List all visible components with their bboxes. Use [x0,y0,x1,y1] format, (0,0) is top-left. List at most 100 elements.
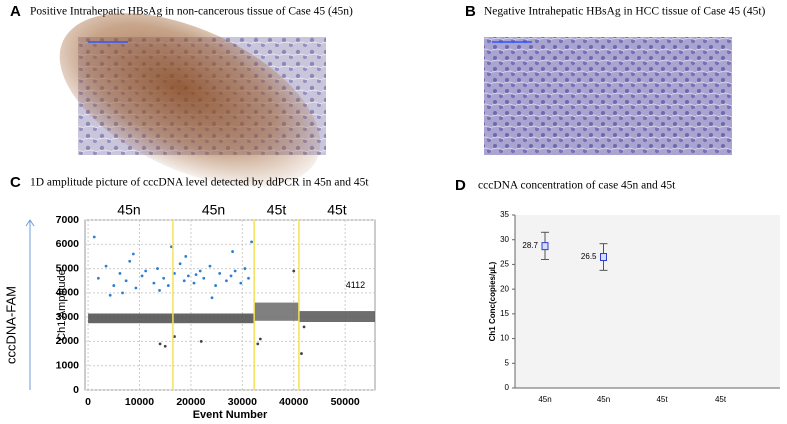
panel-label: D [455,177,466,194]
droplet [121,291,124,295]
droplet [292,269,296,273]
panel-title: Negative Intrahepatic HBsAg in HCC tissu… [484,6,766,18]
panel-title: Positive Intrahepatic HBsAg in non-cance… [30,6,353,18]
droplet [152,281,156,285]
y-tick-label: 35 [500,210,509,219]
droplet [108,293,112,297]
y-tick-label: 15 [500,309,509,318]
droplet [192,281,196,285]
droplet [198,269,202,273]
droplet [128,259,132,263]
droplet [247,276,250,280]
y-axis-label: Ch1 Amplitude [56,269,68,341]
droplet [231,250,234,253]
y-tick-label: 0 [505,383,510,392]
droplet [202,276,206,280]
droplet [144,269,148,273]
droplet [182,279,186,283]
droplet [258,337,262,341]
droplet-band [298,311,375,322]
x-tick-label: 0 [85,396,91,408]
panel-title: cccDNA concentration of case 45n and 45t [478,180,676,192]
x-tick-label: 20000 [176,396,205,408]
x-axis-label: Event Number [193,409,268,421]
y-tick-label: 25 [500,260,509,269]
value-label: 28.7 [522,241,538,250]
x-tick-label: 50000 [331,396,360,408]
droplet [239,281,243,285]
droplet [194,273,198,277]
droplet [169,245,173,249]
droplet [158,342,162,346]
stain [59,13,321,187]
droplet-band [88,313,255,324]
x-tick-label: 40000 [279,396,308,408]
droplet [186,274,190,278]
value-marker [600,253,607,262]
droplet [140,274,144,278]
y-tick-label: 10 [500,334,509,343]
droplet [163,344,167,348]
droplet [92,235,96,239]
plot-area [84,219,376,391]
panel-label: B [465,3,476,20]
droplet [233,269,237,273]
well-label: 45n [117,202,140,218]
y-tick-label: 20 [500,284,509,293]
well-label: 45n [202,202,225,218]
micrograph [484,37,732,155]
y-tick-label: 3000 [56,311,80,323]
droplet [208,264,212,268]
x-tick-label: 30000 [228,396,257,408]
droplet [124,279,128,283]
droplet [166,284,170,287]
droplet [96,276,100,280]
y-axis-label: Ch1 Conc(copies/µL) [488,261,497,341]
x-tick-label: 45n [597,395,610,404]
y-tick-label: 7000 [56,214,80,226]
y-tick-label: 5 [505,358,510,367]
y-tick-label: 4000 [56,287,80,299]
arrow-head [25,219,35,227]
y-tick-label: 2000 [56,335,80,347]
droplet [256,342,260,346]
well-label: 45t [327,202,347,218]
droplet [104,264,108,268]
y-tick-label: 6000 [56,238,80,250]
panel-c: C 1D amplitude picture of cccDNA level de… [3,174,376,421]
droplet [250,240,253,244]
droplet [210,296,214,300]
droplet [162,276,166,280]
outer-label: cccDNA-FAM [3,286,18,364]
droplet [300,352,303,355]
droplet [184,255,188,258]
y-tick-label: 1000 [56,359,80,371]
droplet [243,267,247,270]
annotation: 4112 [346,280,365,290]
droplet [229,274,233,278]
y-tick-label: 30 [500,235,509,244]
value-marker [541,242,549,251]
y-tick-label: 0 [73,384,79,396]
droplet [225,279,228,283]
droplet [199,340,203,343]
y-tick-label: 5000 [56,262,80,274]
droplet [134,286,138,290]
panel-b: B Negative Intrahepatic HBsAg in HCC tis… [465,3,766,155]
droplet [218,272,222,275]
droplet [173,272,176,275]
x-tick-label: 10000 [125,396,154,408]
value-label: 26.5 [581,252,597,261]
panel-title: 1D amplitude picture of cccDNA level det… [30,177,369,189]
panel-label: A [10,3,21,20]
droplet [178,262,182,266]
droplet [156,267,159,270]
droplet [302,325,306,329]
droplet-band [254,302,299,321]
panel-a: A Positive Intrahepatic HBsAg in non-can… [10,3,353,187]
x-tick-label: 45n [538,395,551,404]
x-tick-label: 45t [656,395,668,404]
well-label: 45t [267,202,287,218]
